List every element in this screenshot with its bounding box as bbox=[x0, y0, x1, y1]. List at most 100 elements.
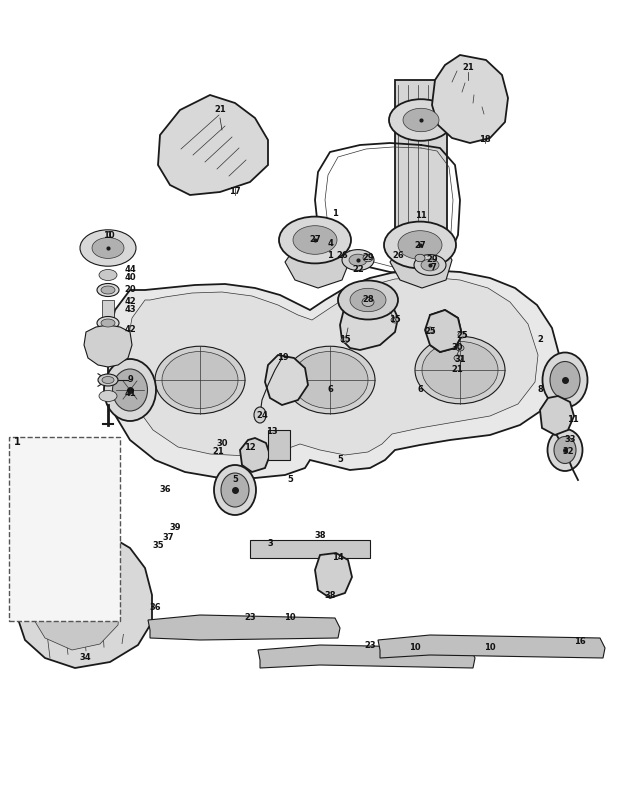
Text: 21: 21 bbox=[212, 448, 224, 456]
Text: 38: 38 bbox=[314, 530, 326, 540]
Text: 7: 7 bbox=[430, 264, 436, 273]
Ellipse shape bbox=[254, 407, 266, 423]
Ellipse shape bbox=[98, 374, 118, 386]
Ellipse shape bbox=[101, 286, 115, 294]
Text: eReplacementParts.com: eReplacementParts.com bbox=[242, 435, 378, 445]
Text: 27: 27 bbox=[309, 236, 321, 245]
Text: 19: 19 bbox=[277, 354, 289, 363]
Text: 20: 20 bbox=[124, 286, 136, 294]
Text: 41: 41 bbox=[124, 390, 136, 399]
Text: 44: 44 bbox=[124, 265, 136, 274]
Ellipse shape bbox=[415, 254, 425, 261]
Text: 10: 10 bbox=[409, 643, 421, 653]
Text: 29: 29 bbox=[362, 253, 374, 262]
Polygon shape bbox=[127, 277, 538, 456]
Text: 38: 38 bbox=[324, 590, 336, 600]
Bar bbox=[102, 300, 114, 318]
Text: 15: 15 bbox=[339, 335, 351, 345]
Ellipse shape bbox=[104, 359, 156, 421]
Ellipse shape bbox=[414, 254, 446, 275]
Text: 17: 17 bbox=[229, 188, 241, 196]
Polygon shape bbox=[84, 325, 132, 367]
Ellipse shape bbox=[92, 237, 124, 258]
Polygon shape bbox=[25, 540, 120, 650]
Text: 30: 30 bbox=[451, 343, 463, 353]
Ellipse shape bbox=[454, 355, 462, 361]
Bar bbox=[250, 540, 370, 558]
Text: 43: 43 bbox=[124, 306, 136, 314]
Text: 6: 6 bbox=[417, 386, 423, 395]
Text: 34: 34 bbox=[79, 654, 91, 662]
Polygon shape bbox=[340, 295, 398, 350]
Text: 15: 15 bbox=[389, 315, 401, 325]
Ellipse shape bbox=[112, 369, 148, 411]
Text: 5: 5 bbox=[337, 456, 343, 464]
Ellipse shape bbox=[391, 317, 399, 323]
Ellipse shape bbox=[102, 376, 114, 383]
Text: 1: 1 bbox=[327, 250, 333, 260]
Text: 40: 40 bbox=[124, 273, 136, 282]
Ellipse shape bbox=[99, 269, 117, 281]
Text: 8: 8 bbox=[537, 386, 543, 395]
Ellipse shape bbox=[80, 230, 136, 266]
Ellipse shape bbox=[214, 465, 256, 515]
Text: 12: 12 bbox=[244, 444, 256, 452]
Polygon shape bbox=[315, 553, 352, 598]
Ellipse shape bbox=[554, 436, 576, 464]
Text: 5: 5 bbox=[287, 476, 293, 484]
Text: 25: 25 bbox=[424, 327, 436, 337]
Text: 36: 36 bbox=[149, 603, 161, 613]
Polygon shape bbox=[258, 645, 475, 668]
Ellipse shape bbox=[155, 346, 245, 414]
Text: 10: 10 bbox=[103, 232, 115, 241]
Text: 26: 26 bbox=[336, 250, 348, 260]
Text: 23: 23 bbox=[244, 613, 256, 622]
Text: 10: 10 bbox=[484, 643, 496, 653]
Text: 27: 27 bbox=[414, 241, 426, 249]
Text: 28: 28 bbox=[362, 295, 374, 305]
Ellipse shape bbox=[547, 429, 583, 471]
Text: 39: 39 bbox=[169, 524, 181, 533]
Bar bbox=[268, 430, 290, 460]
Text: 42: 42 bbox=[124, 298, 136, 306]
Text: 5: 5 bbox=[232, 476, 238, 484]
Polygon shape bbox=[148, 615, 340, 640]
Text: 26: 26 bbox=[392, 250, 404, 260]
Polygon shape bbox=[158, 95, 268, 195]
Ellipse shape bbox=[362, 298, 374, 306]
Ellipse shape bbox=[338, 281, 398, 319]
Ellipse shape bbox=[350, 288, 386, 312]
Ellipse shape bbox=[341, 337, 349, 343]
Text: 1: 1 bbox=[14, 437, 20, 447]
Ellipse shape bbox=[550, 362, 580, 399]
Polygon shape bbox=[378, 635, 605, 658]
Text: 9: 9 bbox=[127, 375, 133, 384]
Ellipse shape bbox=[279, 217, 351, 263]
Text: 1: 1 bbox=[106, 230, 112, 240]
Ellipse shape bbox=[422, 342, 498, 399]
Ellipse shape bbox=[162, 351, 238, 408]
Ellipse shape bbox=[349, 254, 367, 265]
Polygon shape bbox=[432, 55, 508, 143]
Text: 22: 22 bbox=[352, 265, 364, 274]
Text: 11: 11 bbox=[567, 415, 579, 424]
Ellipse shape bbox=[426, 327, 434, 333]
Ellipse shape bbox=[398, 231, 442, 259]
Text: 10: 10 bbox=[284, 613, 296, 622]
Text: 21: 21 bbox=[462, 63, 474, 72]
Text: 2: 2 bbox=[537, 335, 543, 345]
Text: 21: 21 bbox=[451, 366, 463, 375]
Ellipse shape bbox=[403, 108, 439, 132]
Ellipse shape bbox=[293, 225, 337, 254]
Text: 32: 32 bbox=[562, 448, 574, 456]
Polygon shape bbox=[240, 438, 270, 472]
Polygon shape bbox=[108, 270, 560, 478]
Text: 23: 23 bbox=[364, 641, 376, 650]
Ellipse shape bbox=[384, 221, 456, 269]
Text: 42: 42 bbox=[124, 326, 136, 334]
Text: 13: 13 bbox=[266, 427, 278, 436]
Ellipse shape bbox=[363, 254, 373, 261]
Text: 33: 33 bbox=[564, 435, 576, 444]
Polygon shape bbox=[15, 528, 152, 668]
Text: 21: 21 bbox=[214, 106, 226, 115]
